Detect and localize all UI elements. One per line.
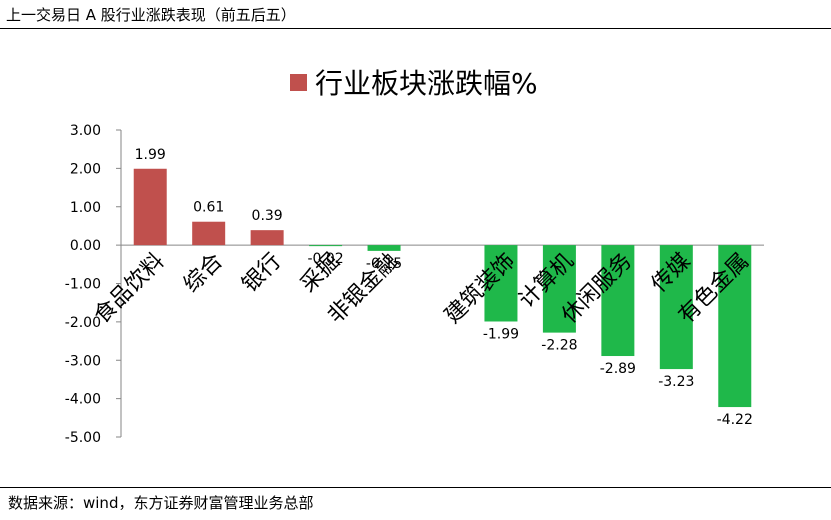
data-label: 0.61 [193, 200, 224, 216]
y-tick-label: -3.00 [65, 353, 101, 369]
bar-非银金融 [367, 245, 401, 251]
x-tick-label: 银行 [238, 249, 287, 298]
data-label: -4.22 [717, 412, 753, 428]
data-label: -0.02 [307, 251, 343, 267]
bar-采掘 [309, 245, 343, 247]
bar-食品饮料 [133, 168, 167, 246]
source-note: 数据来源：wind，东方证券财富管理业务总部 [8, 494, 314, 512]
y-tick-label: -4.00 [65, 392, 101, 408]
y-tick-label: 0.00 [70, 238, 101, 254]
data-label: -1.99 [483, 326, 519, 342]
chart-title: 行业板块涨跌幅% [315, 67, 538, 100]
bar-综合 [192, 221, 226, 246]
bar-银行 [250, 230, 284, 246]
data-labels: 1.99 0.61 0.39 -0.02 -0.15 -1.99 -2.28 -2.89 -3.… [135, 147, 753, 428]
y-tick-label: -5.00 [65, 430, 101, 446]
y-tick-label: 1.00 [70, 200, 101, 216]
y-tick-label: -1.00 [65, 277, 101, 293]
y-tick-label: 2.00 [70, 161, 101, 177]
bars [133, 168, 752, 408]
legend-swatch [290, 74, 307, 91]
bar-传媒 [659, 245, 693, 370]
page-title: 上一交易日 A 股行业涨跌表现（前五后五） [6, 6, 296, 24]
data-label: -0.15 [366, 256, 402, 272]
bar-有色金属 [718, 245, 752, 408]
x-tick-label: 综合 [179, 249, 228, 298]
bar-计算机 [542, 245, 576, 333]
data-label: 0.39 [252, 208, 283, 224]
y-tick-label: 3.00 [70, 123, 101, 139]
data-label: -3.23 [658, 374, 694, 390]
x-tick-label: 食品饮料 [90, 249, 170, 329]
y-tick-label: -2.00 [65, 315, 101, 331]
bar-建筑装饰 [484, 245, 518, 322]
bar-休闲服务 [601, 245, 635, 357]
data-label: -2.89 [600, 361, 636, 377]
top-divider [0, 28, 831, 29]
bar-chart: 行业板块涨跌幅% 3.00 2.00 1.00 0.00 -1.00 -2.00 -3.00… [65, 67, 764, 446]
data-label: -2.28 [541, 338, 577, 354]
y-axis: 3.00 2.00 1.00 0.00 -1.00 -2.00 -3.00 -4.00 -5.0… [65, 123, 764, 446]
bottom-divider [0, 487, 831, 488]
data-label: 1.99 [135, 147, 166, 163]
